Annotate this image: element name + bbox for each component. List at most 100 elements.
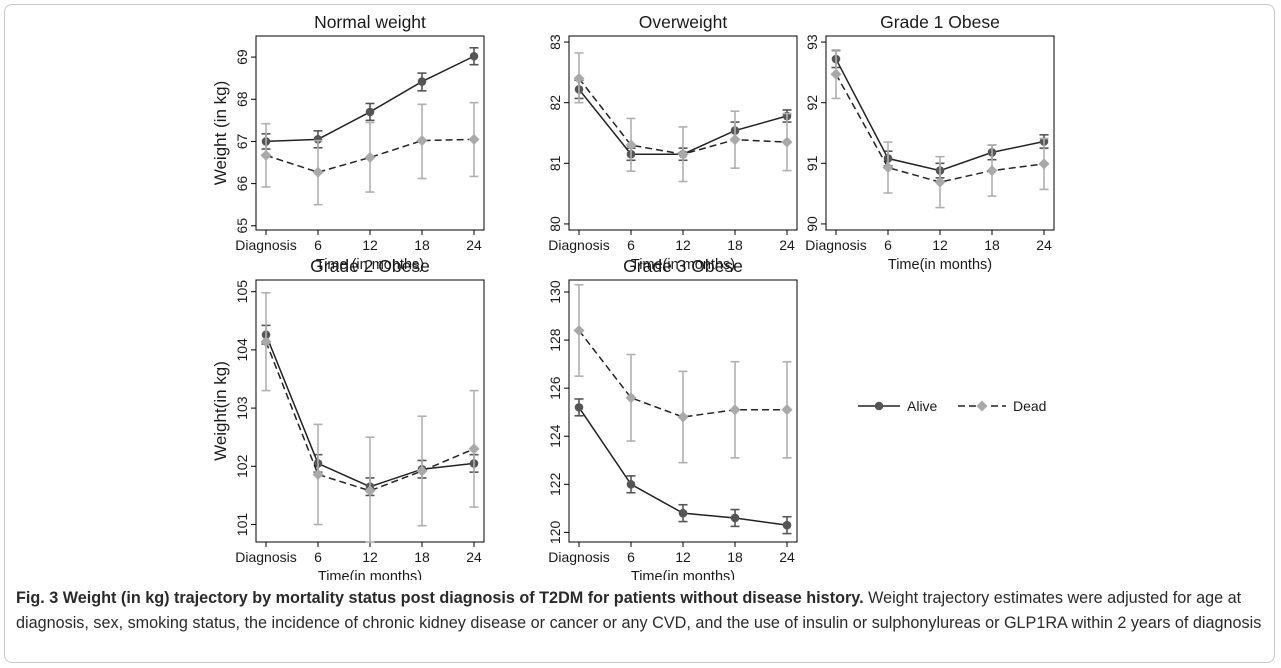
y-tick-label: 81 [547,155,563,171]
x-tick-label: Diagnosis [805,237,866,253]
data-point [365,107,375,117]
x-axis-label: Time(in months) [631,257,735,273]
legend-alive-marker [874,401,884,411]
y-tick-label: 124 [547,424,563,448]
y-tick-label: 80 [547,216,563,232]
x-tick-label: 24 [1036,237,1052,253]
y-tick-label: 101 [234,513,250,537]
panel-1: Normal weight Diagnosis 6 12 18 24 Time (in mo… [211,12,485,273]
data-point [781,404,793,416]
data-point [364,151,376,163]
series-dead [573,52,793,183]
x-tick-label: 18 [414,237,430,253]
legend-alive-label: Alive [907,398,938,414]
x-tick-label: 24 [466,237,482,253]
x-tick-label: 6 [314,549,322,565]
data-point [730,513,740,523]
data-point [468,133,480,145]
x-tick-label: 12 [675,549,691,565]
data-point [729,134,741,146]
x-tick-label: 12 [932,237,948,253]
panel-title: Grade 3 Obese [623,256,743,276]
data-point [626,480,636,489]
y-tick-label: 67 [234,133,250,149]
x-axis-label: Time(in months) [631,569,735,580]
y-tick-label: 122 [547,472,563,496]
x-tick-label: 12 [362,237,378,253]
y-tick-label: 126 [547,376,563,400]
legend: Alive Dead [858,398,1046,414]
y-tick-label: 65 [234,218,250,234]
legend-dead-label: Dead [1013,398,1046,414]
x-axis-label: Time (in months) [316,257,424,273]
data-point [468,443,480,455]
legend-dead-marker [976,400,988,412]
caption-label: Fig. 3 [16,589,59,607]
x-tick-label: 6 [627,237,635,253]
y-axis-label: Weight(in kg) [211,361,230,461]
data-point [573,324,585,336]
y-tick-label: 102 [234,454,250,478]
x-tick-label: Diagnosis [235,237,296,253]
data-point [260,149,272,161]
panel-title: Grade 1 Obese [880,12,1000,32]
series-alive [574,398,792,535]
data-point [625,392,637,404]
data-point [677,148,689,160]
panel-title: Normal weight [314,12,426,32]
data-point [882,162,894,174]
x-tick-label: 6 [627,549,635,565]
series-line [578,330,787,418]
series-line [835,58,1045,172]
data-point [312,166,324,178]
data-point [416,135,428,147]
x-tick-label: 6 [314,237,322,253]
series-dead [260,292,480,543]
data-point [934,176,946,188]
panel-4: Grade 2 Obese Diagnosis 6 12 18 24 Time(in mon… [211,256,485,580]
y-tick-label: 130 [547,280,563,304]
data-point [364,485,376,497]
caption-title: Weight (in kg) trajectory by mortality s… [62,589,864,607]
x-tick-label: 18 [984,237,1000,253]
panel-2: Overweight Diagnosis 6 12 18 24 Time(in months… [547,12,798,273]
x-tick-label: 18 [414,549,430,565]
series-dead [260,101,480,206]
x-tick-label: 12 [675,237,691,253]
x-axis-label: Time(in months) [888,257,992,273]
y-tick-label: 92 [804,95,820,111]
x-tick-label: 24 [779,237,795,253]
data-point [260,336,272,348]
figure-frame [4,4,1275,663]
y-tick-label: 128 [547,328,563,352]
y-tick-label: 91 [804,155,820,171]
panel-title: Overweight [639,12,728,32]
x-tick-label: Diagnosis [548,237,609,253]
y-tick-label: 68 [234,91,250,107]
y-tick-label: 105 [234,280,250,304]
y-tick-label: 83 [547,34,563,50]
series-dead [573,284,793,464]
data-point [781,136,793,148]
series-dead [830,49,1050,209]
x-tick-label: 24 [779,549,795,565]
x-axis-label: Time(in months) [318,569,422,580]
y-tick-label: 120 [547,520,563,544]
y-tick-label: 93 [804,34,820,50]
y-tick-label: 69 [234,49,250,65]
y-tick-label: 104 [234,338,250,362]
x-tick-label: 24 [466,549,482,565]
panel-3: Grade 1 Obese Diagnosis 6 12 18 24 Time(in mon… [804,12,1055,273]
series-line [265,138,475,174]
data-point [573,72,585,84]
caption-body: Weight trajectory estimates were adjuste… [16,589,1262,632]
x-tick-label: 6 [884,237,892,253]
data-point [729,404,741,416]
figure-caption: Fig. 3 Weight (in kg) trajectory by mort… [16,586,1268,635]
data-point [574,403,584,412]
x-tick-label: Diagnosis [235,549,296,565]
x-tick-label: 18 [727,549,743,565]
data-point [416,465,428,477]
y-tick-label: 90 [804,216,820,232]
data-point [677,411,689,423]
